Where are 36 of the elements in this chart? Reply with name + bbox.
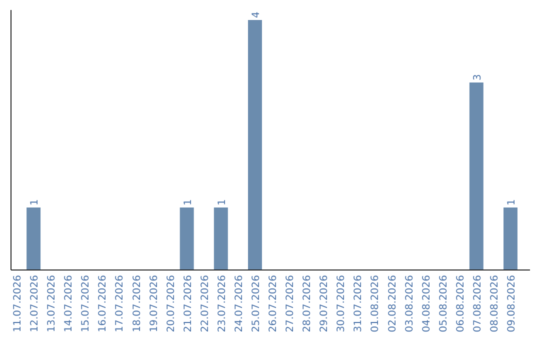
x-tick-label: 09.08.2026 [506, 275, 518, 332]
x-tick-label: 18.07.2026 [132, 275, 143, 332]
x-tick-label: 16.07.2026 [98, 275, 109, 332]
x-tick-label: 04.08.2026 [421, 275, 432, 332]
x-tick-label: 01.08.2026 [370, 275, 382, 332]
x-tick-label: 22.07.2026 [200, 275, 211, 332]
x-tick-label: 03.08.2026 [404, 275, 416, 332]
x-tick-label: 12.07.2026 [30, 275, 41, 332]
x-tick-label: 08.08.2026 [489, 275, 500, 332]
x-tick-label: 11.07.2026 [12, 275, 24, 332]
x-tick-label: 20.07.2026 [166, 275, 177, 332]
x-tick-label: 27.07.2026 [285, 275, 296, 332]
x-tick-label: 26.07.2026 [268, 275, 280, 332]
data-label: 1 [506, 199, 518, 206]
x-tick-label: 25.07.2026 [250, 275, 262, 332]
x-tick-label: 06.08.2026 [455, 275, 466, 332]
data-label: 1 [182, 199, 194, 206]
x-tick-label: 05.08.2026 [438, 275, 450, 332]
x-tick-label: 19.07.2026 [148, 275, 160, 332]
x-tick-label: 17.07.2026 [114, 275, 126, 332]
x-tick-label: 29.07.2026 [319, 275, 330, 332]
data-label: 4 [250, 12, 262, 18]
x-tick-label: 15.07.2026 [80, 275, 92, 332]
x-tick-label: 14.07.2026 [64, 275, 75, 332]
x-tick-label: 31.07.2026 [353, 275, 364, 332]
data-label: 1 [216, 199, 228, 206]
x-tick-label: 21.07.2026 [182, 275, 194, 332]
x-tick-label: 28.07.2026 [302, 275, 314, 332]
x-tick-label: 02.08.2026 [387, 275, 398, 332]
x-tick-label: 24.07.2026 [234, 275, 245, 332]
data-label: 1 [30, 199, 41, 206]
x-tick-label: 07.08.2026 [472, 275, 484, 332]
data-label: 3 [472, 74, 484, 80]
x-tick-label: 23.07.2026 [216, 275, 228, 332]
x-tick-label: 30.07.2026 [336, 275, 348, 332]
x-tick-label: 13.07.2026 [46, 275, 58, 332]
